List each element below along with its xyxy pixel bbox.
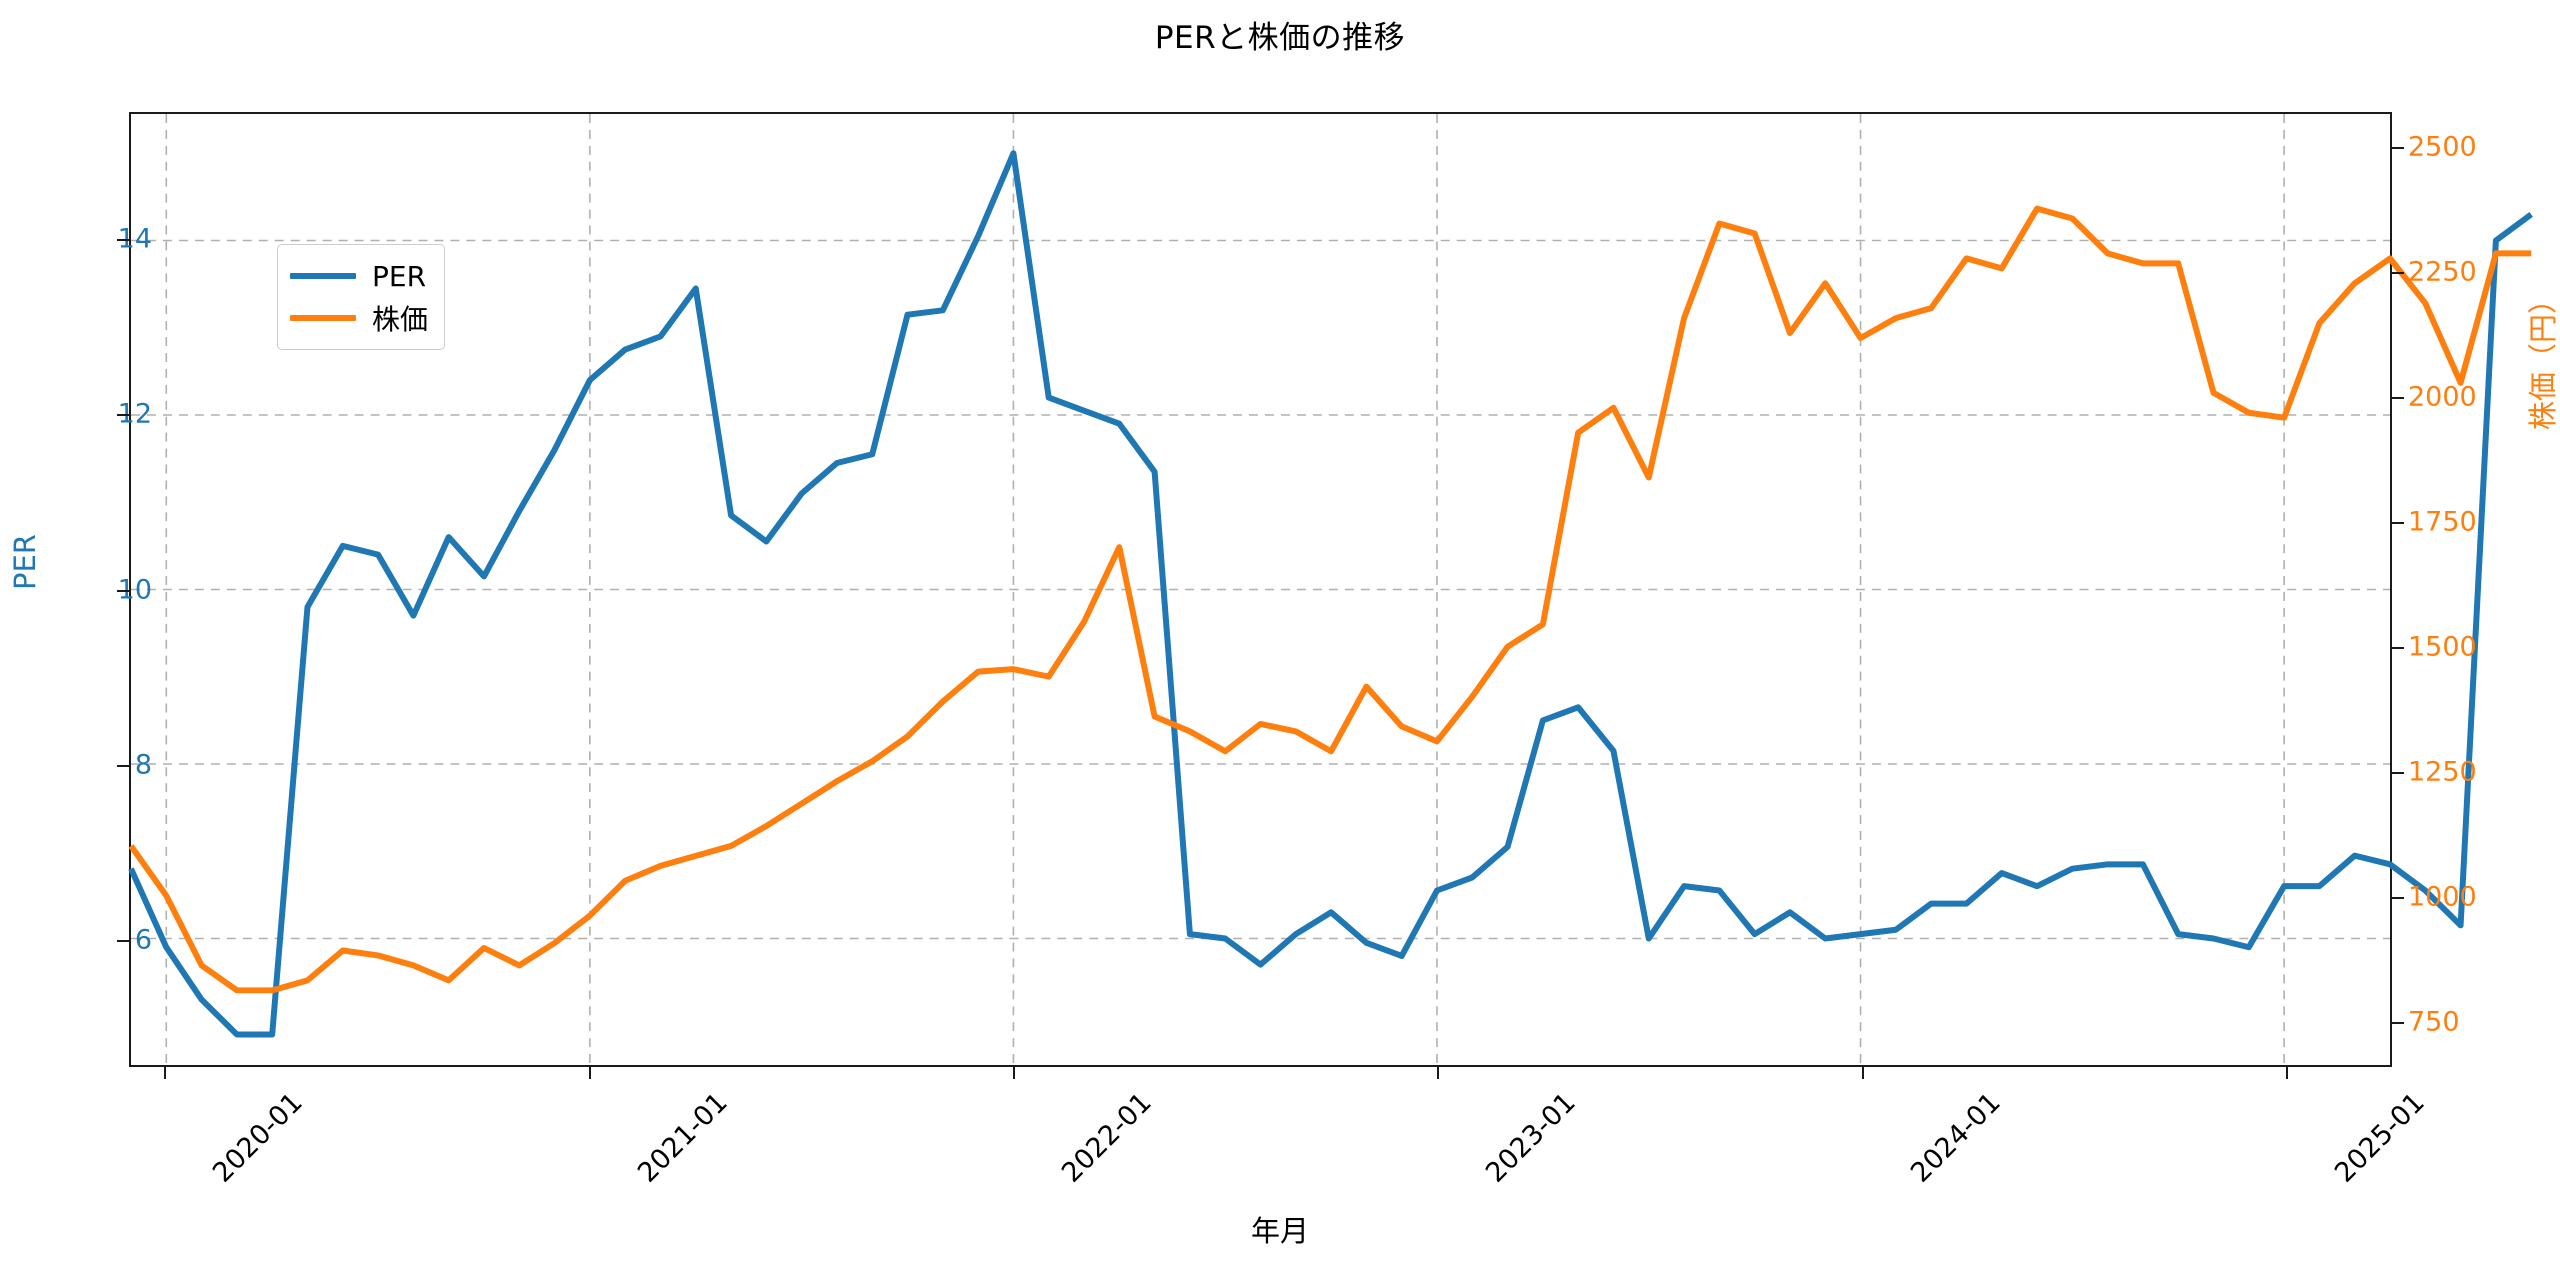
- legend-item[interactable]: PER: [290, 255, 428, 297]
- x-axis-tick-label: 2022-01: [1056, 1087, 1158, 1189]
- x-axis-tick-label: 2024-01: [1904, 1087, 2007, 1189]
- x-axis-tick-mark: [1861, 1067, 1864, 1079]
- y-axis-left-tick-mark: [117, 239, 129, 242]
- y-axis-right-tick-label: 2250: [2408, 256, 2477, 288]
- x-axis-tick-label: 2023-01: [1480, 1087, 1583, 1189]
- y-axis-left-tick-label: 6: [134, 924, 152, 956]
- x-axis-tick-label: 2021-01: [631, 1087, 734, 1189]
- x-axis-tick-mark: [1012, 1067, 1015, 1079]
- data-series: [128, 150, 2533, 1038]
- y-axis-left-tick-mark: [117, 939, 129, 942]
- y-axis-right-tick-mark: [2392, 522, 2404, 524]
- legend-swatch-stock-price: [290, 315, 356, 321]
- y-axis-right-tick-label: 1750: [2408, 506, 2477, 538]
- y-axis-right-tick-mark: [2392, 147, 2404, 149]
- legend-item[interactable]: 株価: [290, 297, 428, 339]
- x-axis-tick-label: 2025-01: [2328, 1087, 2431, 1189]
- x-axis-tick-mark: [588, 1067, 591, 1079]
- y-axis-right-label: 株価（円）: [2526, 284, 2560, 430]
- y-axis-left-tick-mark: [117, 414, 129, 417]
- y-axis-left-tick-mark: [117, 589, 129, 592]
- y-axis-right-tick-label: 2500: [2408, 131, 2477, 163]
- x-axis-tick-label: 2020-01: [207, 1087, 310, 1189]
- y-axis-left-tick-label: 8: [134, 749, 152, 781]
- y-axis-right-tick-label: 2000: [2408, 381, 2477, 413]
- x-axis-tick-mark: [2285, 1067, 2288, 1079]
- y-axis-right-tick-label: 750: [2408, 1006, 2460, 1038]
- legend-swatch-per: [290, 273, 356, 279]
- x-axis-tick-mark: [1437, 1067, 1440, 1079]
- legend-item-label: PER: [372, 259, 427, 293]
- y-axis-right-tick-mark: [2392, 272, 2404, 274]
- x-axis-tick-mark: [164, 1067, 167, 1079]
- series-line-per: [128, 150, 2533, 1038]
- y-axis-left-label: PER: [8, 534, 42, 590]
- series-line-stock-price: [128, 205, 2532, 994]
- x-axis-label: 年月: [1250, 1214, 1309, 1248]
- y-axis-right-tick-label: 1000: [2408, 881, 2477, 913]
- y-axis-right-tick-mark: [2392, 897, 2404, 899]
- plot-area: PER 株価: [128, 112, 2533, 1067]
- y-axis-right-tick-label: 1500: [2408, 631, 2477, 663]
- legend: PER 株価: [277, 244, 446, 350]
- y-axis-right-tick-mark: [2392, 772, 2404, 774]
- chart-title: PERと株価の推移: [1154, 20, 1406, 56]
- y-axis-right-tick-mark: [2392, 647, 2404, 649]
- legend-item-label: 株価: [372, 303, 429, 336]
- y-axis-right-tick-label: 1250: [2408, 756, 2477, 788]
- y-axis-left-tick-mark: [117, 764, 129, 767]
- y-axis-right-tick-mark: [2392, 397, 2404, 399]
- y-axis-right-tick-mark: [2392, 1022, 2404, 1024]
